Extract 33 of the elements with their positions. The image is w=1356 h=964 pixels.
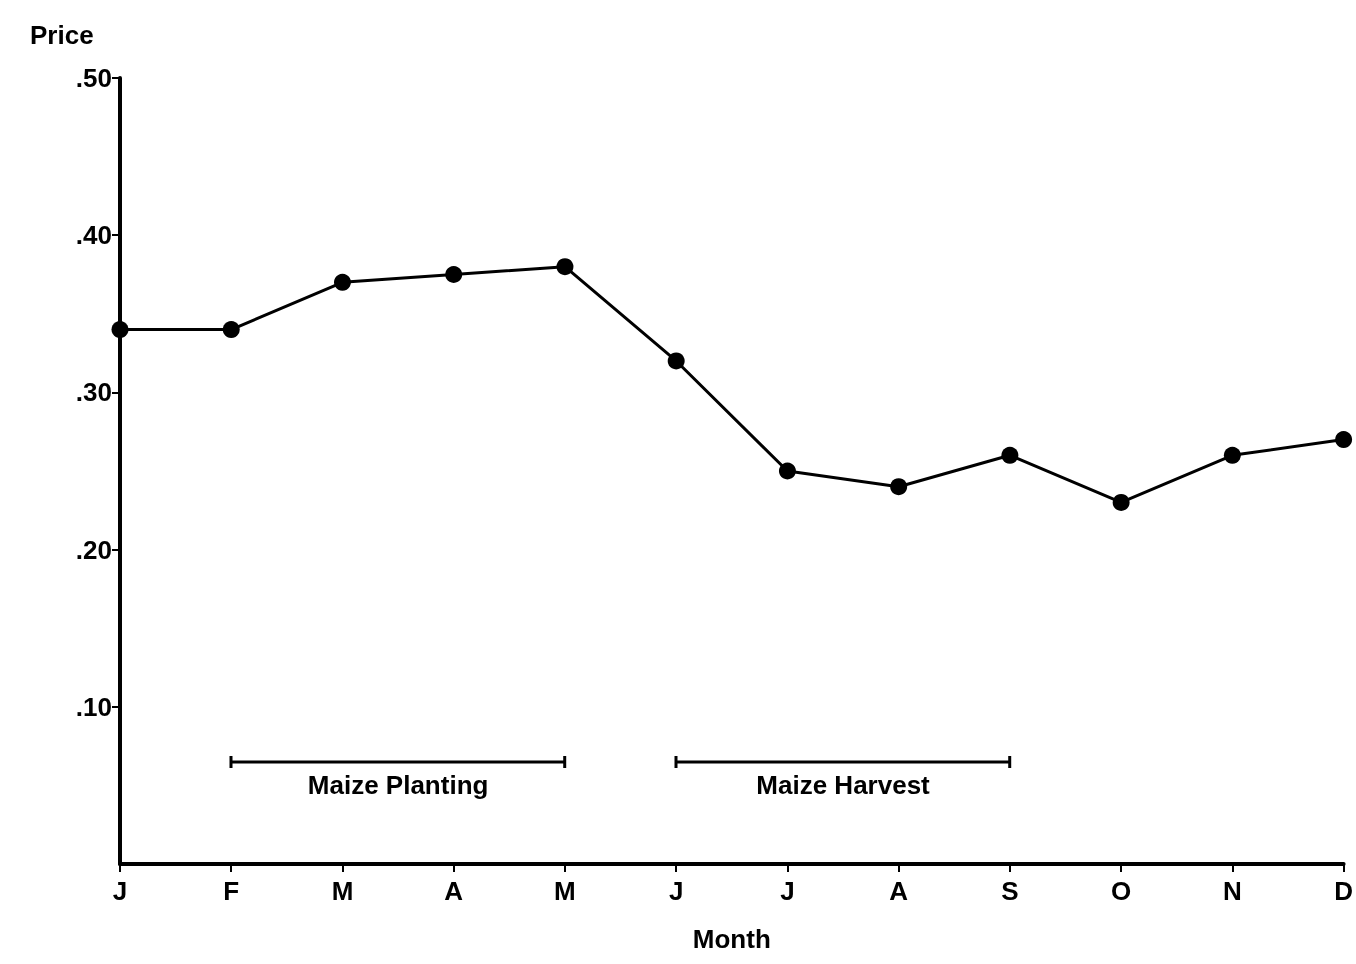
x-tick-label: D xyxy=(1334,876,1353,906)
x-tick-label: A xyxy=(889,876,909,906)
x-tick-label: J xyxy=(668,876,684,906)
point xyxy=(333,273,351,291)
x-tick-label: N xyxy=(1222,876,1242,906)
point xyxy=(1112,493,1130,511)
x-tick-label: F xyxy=(223,876,240,906)
x-tick-label: J xyxy=(112,876,128,906)
y-tick-label: .40 xyxy=(75,220,112,251)
x-tick-label: S xyxy=(1001,876,1019,906)
x-tick-label: A xyxy=(444,876,464,906)
x-tick-label: J xyxy=(780,876,795,906)
y-tick-label: .30 xyxy=(75,377,112,408)
point xyxy=(1001,446,1019,464)
point xyxy=(1335,431,1353,449)
y-tick-label: .20 xyxy=(75,534,112,565)
point xyxy=(222,321,240,339)
point xyxy=(111,321,129,339)
point xyxy=(890,478,908,496)
annotation: Maize Planting xyxy=(307,769,489,800)
x-tick-label: M xyxy=(331,876,354,906)
x-tick-label: M xyxy=(554,876,576,906)
point xyxy=(556,258,574,276)
point xyxy=(445,266,463,283)
y-axis-title: Price xyxy=(30,20,94,50)
x-axis-title: Month xyxy=(692,924,771,954)
y-tick-label: .50 xyxy=(75,63,112,93)
point xyxy=(778,462,796,480)
point xyxy=(1223,446,1241,464)
x-tick-label: O xyxy=(1111,876,1132,906)
annotation: Maize Harvest xyxy=(756,769,931,800)
point xyxy=(667,352,685,370)
y-tick-label: .10 xyxy=(75,691,112,722)
